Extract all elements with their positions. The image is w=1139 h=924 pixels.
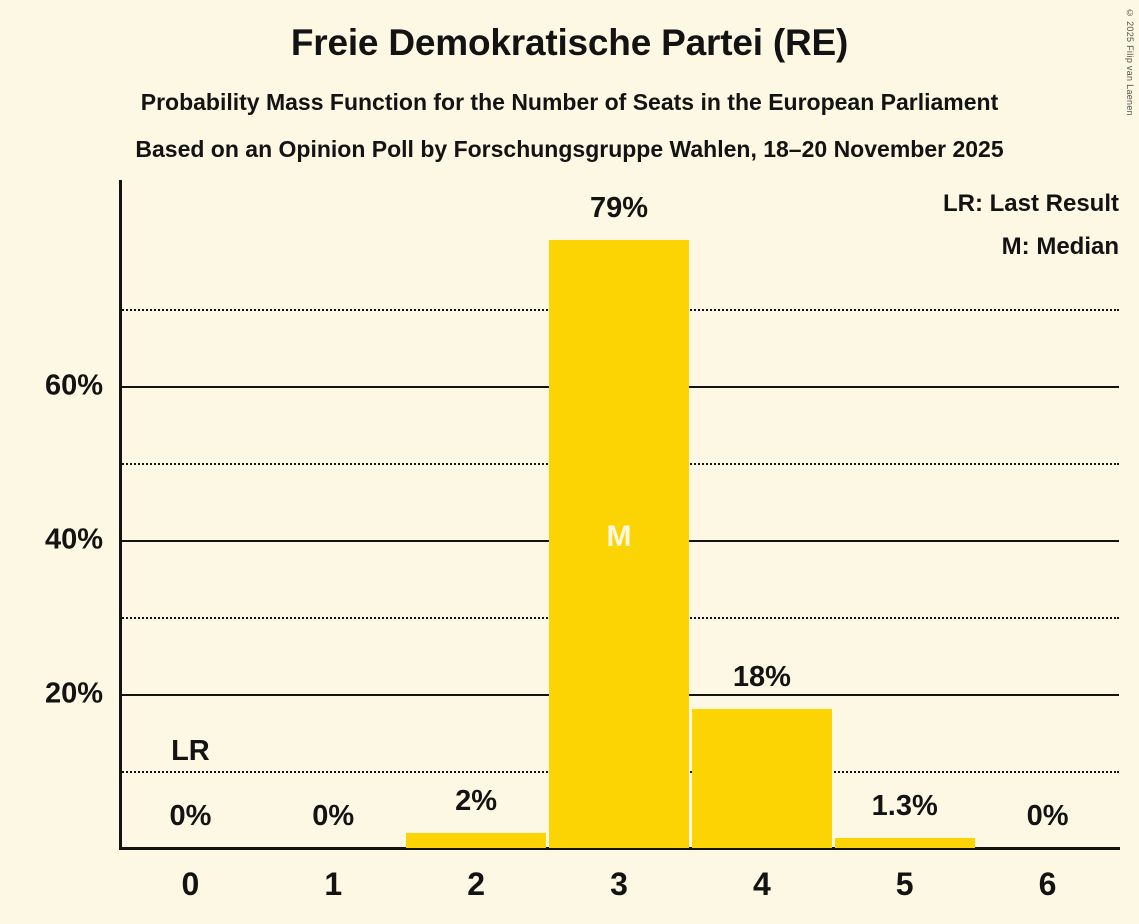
x-axis-tick-label-4: 4 [752,866,771,902]
bar-value-label-6: 0% [1026,800,1069,832]
last-result-marker: LR [171,735,210,767]
x-axis-tick-label-5: 5 [895,866,914,902]
bar-seats-5 [834,838,975,848]
bar-seats-2 [406,832,547,848]
page-title: Freie Demokratische Partei (RE) [290,22,849,63]
bar-value-label-0: 0% [169,800,212,832]
x-axis-tick-label-2: 2 [467,866,486,902]
bar-seats-4 [691,709,832,848]
chart-source-line: Based on an Opinion Poll by Forschungsgr… [135,136,1004,162]
bar-seats-3 [549,239,689,848]
y-axis-tick-label: 40% [44,523,103,556]
bar-value-label-3: 79% [589,191,648,224]
bar-value-label-1: 0% [312,800,355,832]
median-marker: M [606,520,632,553]
bar-value-label-4: 18% [732,661,791,694]
x-axis-tick-label-0: 0 [181,866,200,902]
plot-area: 0% LR 0% 2% 79% M 18% 1.3% 0% [119,180,1119,848]
x-axis-tick-label-1: 1 [324,866,343,902]
chart-legend: LR: Last Result M: Median [943,182,1119,268]
legend-item-median: M: Median [1001,233,1119,260]
y-axis-tick-label: 60% [44,369,103,402]
copyright-notice: © 2025 Filip van Laenen [1125,8,1135,116]
chart-subtitle: Probability Mass Function for the Number… [140,89,999,115]
y-axis-line [119,180,122,848]
x-axis-line [119,847,1120,850]
x-axis-tick-label-6: 6 [1038,866,1057,902]
y-axis-tick-label: 20% [44,677,103,710]
legend-item-last-result: LR: Last Result [942,190,1119,217]
bar-value-label-2: 2% [455,784,498,817]
x-axis-tick-label-3: 3 [610,866,628,902]
bar-value-label-5: 1.3% [871,789,938,822]
